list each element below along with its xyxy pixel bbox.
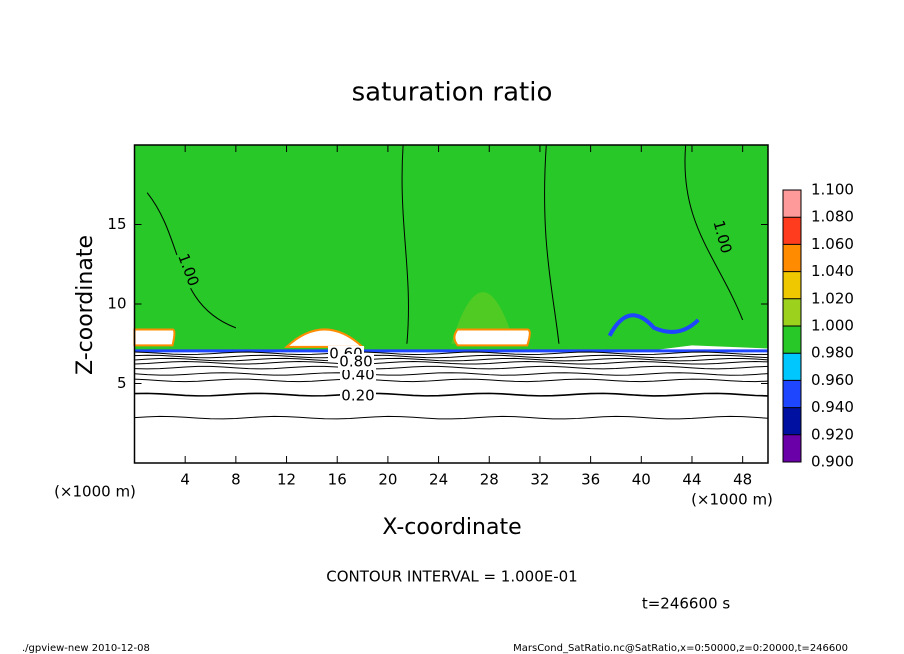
contour-label-bg [340, 367, 376, 383]
contour-line [134, 361, 769, 365]
contour-line [684, 144, 744, 321]
x-tick-label: 36 [581, 471, 600, 489]
contour-line [134, 378, 769, 383]
dry-patch [133, 328, 176, 347]
colorbar-bin [783, 244, 801, 272]
active-patch [607, 313, 700, 337]
footer-left: ./gpview-new 2010-12-08 [22, 643, 150, 654]
colorbar-label: 1.080 [811, 208, 854, 226]
contour-label: 0.20 [341, 387, 374, 405]
contour-interval: CONTOUR INTERVAL = 1.000E-01 [326, 568, 577, 586]
contour-line [134, 357, 769, 362]
colorbar-label: 1.100 [811, 181, 854, 199]
contour-label-bg [709, 217, 735, 257]
contour-line [134, 392, 769, 397]
contour-line [134, 365, 769, 370]
colorbar-bin [783, 380, 801, 408]
x-tick-label: 4 [180, 471, 190, 489]
dry-patch [453, 328, 531, 347]
colorbar-label: 1.040 [811, 262, 854, 280]
y-tick-label: 15 [107, 215, 126, 233]
colorbar-label: 0.920 [811, 425, 854, 443]
y-tick-label: 10 [107, 295, 126, 313]
saturated-region [134, 145, 768, 352]
contour-line [544, 144, 560, 344]
colorbar-bin [783, 217, 801, 245]
x-tick-label: 20 [378, 471, 397, 489]
x-tick-label: 16 [328, 471, 347, 489]
dry-patch [283, 328, 366, 348]
colorbar-label: 0.960 [811, 371, 854, 389]
x-tick-label: 12 [277, 471, 296, 489]
colorbar-label: 0.940 [811, 398, 854, 416]
colorbar-label: 1.060 [811, 235, 854, 253]
colorbar-bin [783, 326, 801, 354]
colorbar-bin [783, 190, 801, 218]
colorbar-label: 1.020 [811, 289, 854, 307]
x-tick-label: 32 [530, 471, 549, 489]
x-tick-label: 40 [632, 471, 651, 489]
colorbar-bin [783, 271, 801, 299]
x-axis-label: X-coordinate [382, 515, 521, 540]
colorbar-label: 0.980 [811, 344, 854, 362]
footer-right: MarsCond_SatRatio.nc@SatRatio,x=0:50000,… [513, 643, 848, 654]
contour-line [134, 354, 769, 359]
plot-area: 0.200.400.600.801.001.00 [133, 144, 769, 464]
x-tick-label: 48 [733, 471, 752, 489]
contour-label-bg [174, 250, 202, 290]
colorbar-bin [783, 353, 801, 381]
colorbar-label: 1.000 [811, 317, 854, 335]
y-axis-label: Z-coordinate [73, 235, 98, 375]
contour-label-bg [338, 354, 374, 370]
x-tick-label: 8 [231, 471, 241, 489]
chart-title: saturation ratio [352, 78, 553, 108]
contour-label-bg [340, 388, 376, 404]
x-tick-label: 24 [429, 471, 448, 489]
contour-line [134, 415, 769, 420]
contour-line [134, 372, 769, 376]
time-label: t=246600 s [642, 595, 730, 613]
colorbar-label: 0.900 [811, 453, 854, 471]
contour-line [401, 144, 409, 344]
contour-label: 0.80 [339, 353, 372, 371]
y-tick-label: 5 [117, 374, 127, 392]
x-unit: (×1000 m) [54, 483, 136, 501]
contour-line [134, 351, 769, 356]
colorbar-bin [783, 407, 801, 435]
x-tick-label: 44 [682, 471, 701, 489]
x-unit: (×1000 m) [691, 491, 773, 509]
colorbar-bin [783, 298, 801, 326]
colorbar-bin [783, 434, 801, 462]
x-tick-label: 28 [480, 471, 499, 489]
